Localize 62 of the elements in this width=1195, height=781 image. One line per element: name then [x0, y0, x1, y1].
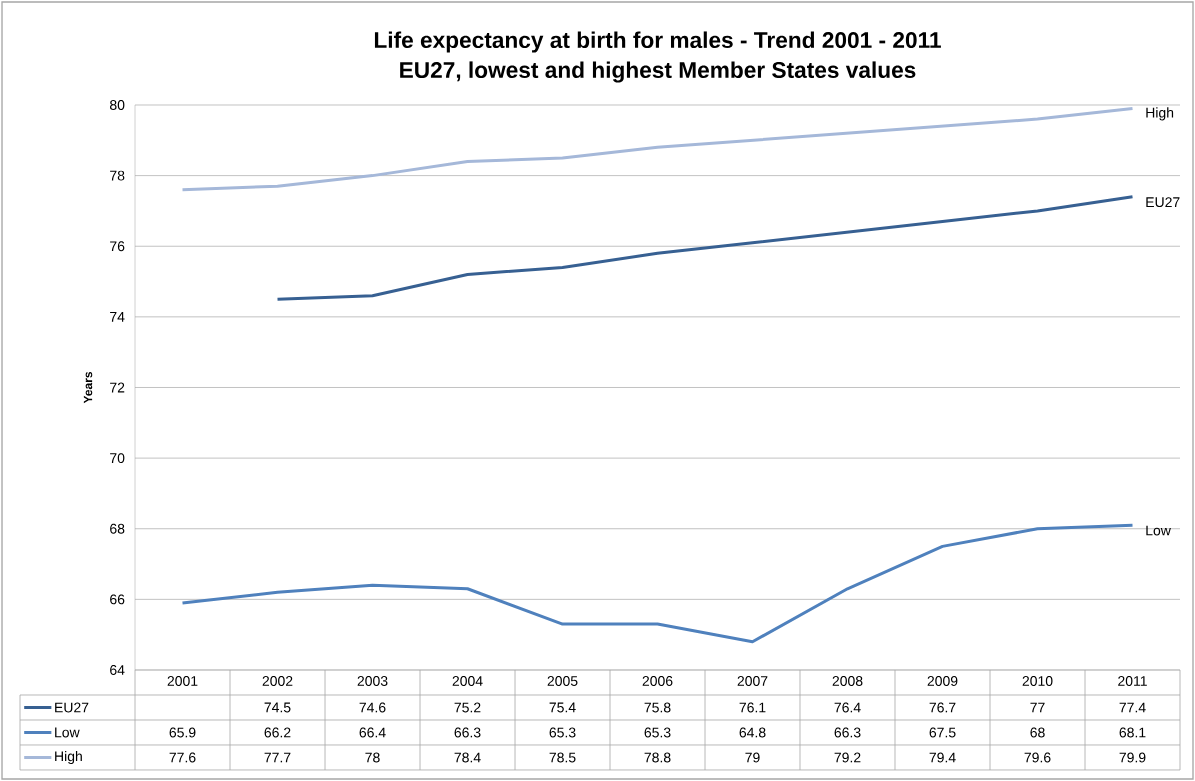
data-label: 76.4 — [834, 702, 861, 713]
y-tick-label: 74 — [110, 312, 125, 322]
data-label: 79.9 — [1119, 752, 1146, 763]
data-label: 79.2 — [834, 752, 861, 763]
data-label: 77.4 — [1119, 702, 1146, 713]
x-tick-label: 2006 — [642, 676, 673, 686]
y-tick-label: 78 — [110, 170, 125, 181]
text: EU27 — [1146, 197, 1180, 208]
y-axis-title: Years — [83, 371, 93, 404]
line-series — [181, 523, 1134, 644]
data-label: 65.9 — [169, 727, 196, 738]
data-label: 66.2 — [264, 727, 291, 738]
data-label: 74.6 — [359, 702, 386, 713]
x-tick-label: 2011 — [1118, 676, 1147, 686]
y-tick-label: 66 — [110, 594, 125, 605]
data-label: 74.5 — [264, 702, 291, 713]
y-tick-label: 70 — [110, 453, 125, 464]
x-tick-label: 2010 — [1022, 676, 1053, 686]
y-tick-label: 68 — [110, 523, 125, 534]
data-label: 78.4 — [454, 752, 481, 763]
x-tick-label: 2005 — [547, 676, 578, 686]
data-label: 66.3 — [834, 727, 861, 738]
data-label: 66.3 — [454, 727, 481, 738]
data-label: 65.3 — [644, 727, 671, 738]
x-tick-label: 2001 — [167, 676, 198, 686]
x-tick-label: 2002 — [262, 676, 293, 686]
data-label: 76.1 — [739, 702, 766, 713]
y-tick-label: 76 — [110, 241, 125, 252]
y-tick-label: 72 — [110, 382, 125, 393]
data-label: 66.4 — [359, 727, 386, 738]
data-label: 65.3 — [549, 727, 576, 738]
legend-label: Low — [55, 727, 80, 738]
data-label: 67.5 — [929, 727, 956, 738]
data-label: 64.8 — [739, 727, 766, 738]
chart-title: Life expectancy at birth for males - Trend 2001 - 2011 — [374, 31, 941, 53]
data-label: 68 — [1030, 727, 1045, 738]
x-tick-label: 2009 — [927, 676, 958, 686]
legend-label: EU27 — [55, 702, 89, 713]
data-label: 78.8 — [644, 752, 671, 763]
x-tick-label: 2003 — [357, 676, 388, 686]
x-tick-label: 2007 — [737, 676, 768, 686]
legend-label: High — [55, 750, 82, 765]
text: High — [1146, 107, 1174, 121]
data-label: 77.7 — [264, 752, 291, 763]
data-label: 79 — [745, 752, 760, 763]
chart-subtitle: EU27, lowest and highest Member States values — [400, 61, 916, 83]
data-label: 76.7 — [929, 702, 956, 713]
data-label: 75.4 — [549, 702, 576, 713]
text: Low — [1146, 525, 1171, 536]
x-tick-label: 2008 — [832, 676, 863, 686]
data-label: 68.1 — [1119, 727, 1146, 738]
x-tick-label: 2004 — [452, 676, 483, 686]
data-label: 75.8 — [644, 702, 671, 713]
data-label: 79.4 — [929, 752, 956, 763]
data-label: 75.2 — [454, 702, 481, 713]
data-label: 78.5 — [549, 752, 576, 763]
data-label: 79.6 — [1024, 752, 1051, 763]
y-tick-label: 64 — [110, 665, 125, 675]
data-label: 77.6 — [169, 752, 196, 763]
data-label: 77 — [1030, 702, 1045, 713]
data-label: 78 — [365, 752, 380, 763]
y-tick-label: 80 — [110, 100, 125, 110]
